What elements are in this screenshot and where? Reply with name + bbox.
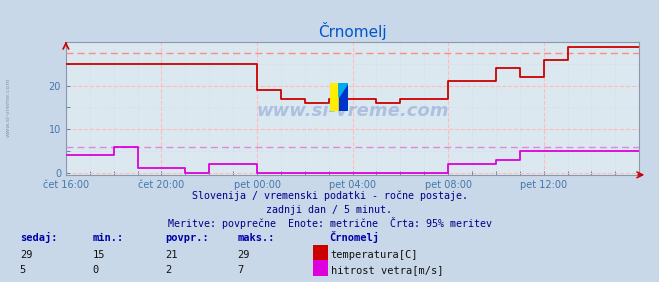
- Text: Črnomelj: Črnomelj: [330, 231, 380, 243]
- Text: povpr.:: povpr.:: [165, 233, 208, 243]
- Text: maks.:: maks.:: [237, 233, 275, 243]
- Polygon shape: [330, 83, 339, 111]
- Text: temperatura[C]: temperatura[C]: [331, 250, 418, 260]
- Polygon shape: [339, 83, 348, 97]
- Polygon shape: [339, 83, 348, 111]
- Text: zadnji dan / 5 minut.: zadnji dan / 5 minut.: [266, 205, 393, 215]
- Text: Meritve: povprečne  Enote: metrične  Črta: 95% meritev: Meritve: povprečne Enote: metrične Črta:…: [167, 217, 492, 229]
- Text: 2: 2: [165, 265, 171, 275]
- Text: 5: 5: [20, 265, 26, 275]
- Text: 29: 29: [20, 250, 32, 260]
- Text: 15: 15: [92, 250, 105, 260]
- Text: 7: 7: [237, 265, 243, 275]
- Text: 0: 0: [92, 265, 98, 275]
- Title: Črnomelj: Črnomelj: [318, 22, 387, 40]
- Text: min.:: min.:: [92, 233, 123, 243]
- Text: 21: 21: [165, 250, 177, 260]
- Text: sedaj:: sedaj:: [20, 232, 57, 243]
- Text: 29: 29: [237, 250, 250, 260]
- Text: Slovenija / vremenski podatki - ročne postaje.: Slovenija / vremenski podatki - ročne po…: [192, 190, 467, 201]
- Text: www.si-vreme.com: www.si-vreme.com: [256, 102, 449, 120]
- Text: www.si-vreme.com: www.si-vreme.com: [5, 78, 11, 137]
- Text: hitrost vetra[m/s]: hitrost vetra[m/s]: [331, 265, 444, 275]
